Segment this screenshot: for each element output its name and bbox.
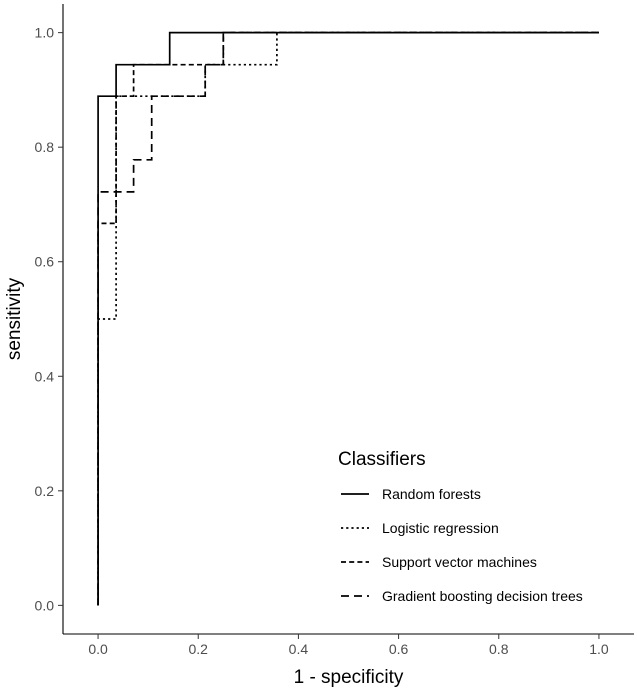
x-tick-label: 0.8 bbox=[489, 641, 509, 657]
x-tick-label: 0.6 bbox=[389, 641, 409, 657]
legend-title: Classifiers bbox=[338, 449, 426, 470]
x-tick-label: 0.0 bbox=[88, 641, 108, 657]
y-tick-label: 1.0 bbox=[35, 25, 55, 41]
legend-label-1: Random forests bbox=[382, 486, 481, 502]
series-line-2 bbox=[97, 31, 599, 606]
y-tick-label: 0.4 bbox=[35, 368, 55, 384]
y-tick-label: 0.0 bbox=[35, 597, 55, 613]
legend-label-2: Logistic regression bbox=[382, 520, 499, 536]
series-line-3 bbox=[97, 31, 599, 606]
series-line-1 bbox=[97, 31, 599, 606]
x-axis-title: 1 - specificity bbox=[294, 667, 404, 688]
y-tick-label: 0.2 bbox=[35, 483, 55, 499]
legend: Classifiers Random forests Logistic regre… bbox=[338, 449, 583, 604]
legend-label-3: Support vector machines bbox=[382, 554, 537, 570]
series-lines bbox=[97, 31, 599, 606]
axes bbox=[62, 4, 634, 635]
y-axis-title: sensitivity bbox=[4, 277, 25, 360]
x-tick-label: 0.2 bbox=[189, 641, 209, 657]
y-ticks: 0.0 0.2 0.4 0.6 0.8 1.0 bbox=[35, 25, 63, 613]
x-tick-label: 1.0 bbox=[589, 641, 609, 657]
series-line-4 bbox=[97, 31, 599, 606]
legend-items: Random forests Logistic regression Support… bbox=[341, 486, 583, 604]
x-ticks: 0.0 0.2 0.4 0.6 0.8 1.0 bbox=[88, 634, 609, 657]
y-tick-label: 0.6 bbox=[35, 254, 55, 270]
x-tick-label: 0.4 bbox=[289, 641, 309, 657]
legend-label-4: Gradient boosting decision trees bbox=[382, 588, 583, 604]
y-tick-label: 0.8 bbox=[35, 139, 55, 155]
